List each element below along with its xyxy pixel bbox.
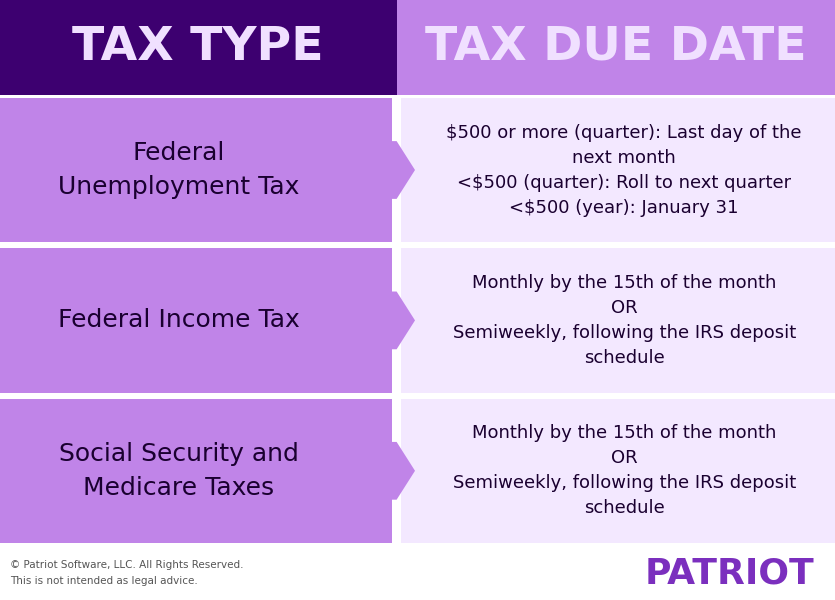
FancyBboxPatch shape	[397, 0, 835, 95]
Text: Monthly by the 15th of the month
OR
Semiweekly, following the IRS deposit
schedu: Monthly by the 15th of the month OR Semi…	[453, 274, 796, 367]
Text: Federal
Unemployment Tax: Federal Unemployment Tax	[58, 141, 299, 199]
Text: PATRIOT: PATRIOT	[645, 556, 814, 590]
FancyBboxPatch shape	[401, 248, 835, 392]
FancyBboxPatch shape	[0, 546, 835, 600]
FancyBboxPatch shape	[401, 398, 835, 543]
FancyBboxPatch shape	[401, 98, 835, 242]
Text: $500 or more (quarter): Last day of the
next month
<$500 (quarter): Roll to next: $500 or more (quarter): Last day of the …	[447, 124, 802, 217]
Text: Federal Income Tax: Federal Income Tax	[58, 308, 300, 332]
FancyBboxPatch shape	[0, 0, 397, 95]
Text: © Patriot Software, LLC. All Rights Reserved.
This is not intended as legal advi: © Patriot Software, LLC. All Rights Rese…	[10, 560, 244, 586]
FancyBboxPatch shape	[0, 248, 392, 392]
Text: TAX DUE DATE: TAX DUE DATE	[425, 25, 807, 70]
Text: TAX TYPE: TAX TYPE	[73, 25, 324, 70]
Polygon shape	[380, 292, 415, 349]
Polygon shape	[380, 141, 415, 199]
Text: Monthly by the 15th of the month
OR
Semiweekly, following the IRS deposit
schedu: Monthly by the 15th of the month OR Semi…	[453, 424, 796, 517]
Text: Social Security and
Medicare Taxes: Social Security and Medicare Taxes	[58, 442, 298, 500]
Polygon shape	[380, 442, 415, 500]
FancyBboxPatch shape	[0, 98, 392, 242]
FancyBboxPatch shape	[0, 398, 392, 543]
